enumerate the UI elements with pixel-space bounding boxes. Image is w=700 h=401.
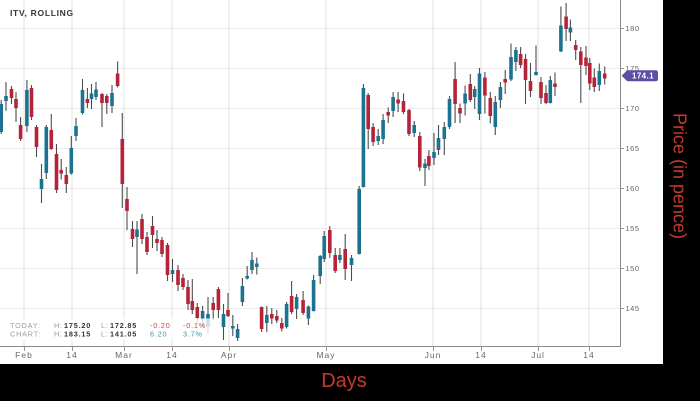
svg-text:H:: H: xyxy=(54,330,63,339)
svg-text:TODAY:: TODAY: xyxy=(10,321,41,330)
svg-text:-0.20: -0.20 xyxy=(150,321,171,330)
svg-text:172.85: 172.85 xyxy=(110,321,137,330)
svg-text:160: 160 xyxy=(626,184,640,193)
svg-text:3.7%: 3.7% xyxy=(183,330,203,339)
svg-text:May: May xyxy=(316,350,335,360)
svg-text:155: 155 xyxy=(626,224,640,233)
svg-text:6.20: 6.20 xyxy=(150,330,167,339)
svg-text:14: 14 xyxy=(66,350,77,360)
svg-text:175.20: 175.20 xyxy=(64,321,91,330)
svg-text:175: 175 xyxy=(626,64,640,73)
svg-text:L:: L: xyxy=(101,321,109,330)
svg-text:14: 14 xyxy=(583,350,594,360)
svg-text:165: 165 xyxy=(626,144,640,153)
svg-text:14: 14 xyxy=(166,350,177,360)
svg-text:CHART:: CHART: xyxy=(10,330,41,339)
svg-text:141.05: 141.05 xyxy=(110,330,137,339)
svg-text:174.1: 174.1 xyxy=(632,72,654,81)
svg-text:150: 150 xyxy=(626,264,640,273)
svg-text:H:: H: xyxy=(54,321,63,330)
svg-text:Days: Days xyxy=(321,370,367,392)
svg-text:ITV, ROLLING: ITV, ROLLING xyxy=(10,8,74,18)
svg-text:-0.1%: -0.1% xyxy=(183,321,206,330)
svg-text:183.15: 183.15 xyxy=(64,330,91,339)
svg-text:Price (in pence): Price (in pence) xyxy=(670,113,690,239)
svg-text:Jun: Jun xyxy=(425,350,442,360)
svg-text:Jul: Jul xyxy=(531,350,545,360)
svg-text:145: 145 xyxy=(626,304,640,313)
svg-text:180: 180 xyxy=(626,24,640,33)
svg-text:14: 14 xyxy=(475,350,486,360)
svg-text:Mar: Mar xyxy=(115,350,133,360)
svg-text:170: 170 xyxy=(626,104,640,113)
svg-text:L:: L: xyxy=(101,330,109,339)
svg-text:Apr: Apr xyxy=(221,350,237,360)
svg-text:Feb: Feb xyxy=(15,350,33,360)
